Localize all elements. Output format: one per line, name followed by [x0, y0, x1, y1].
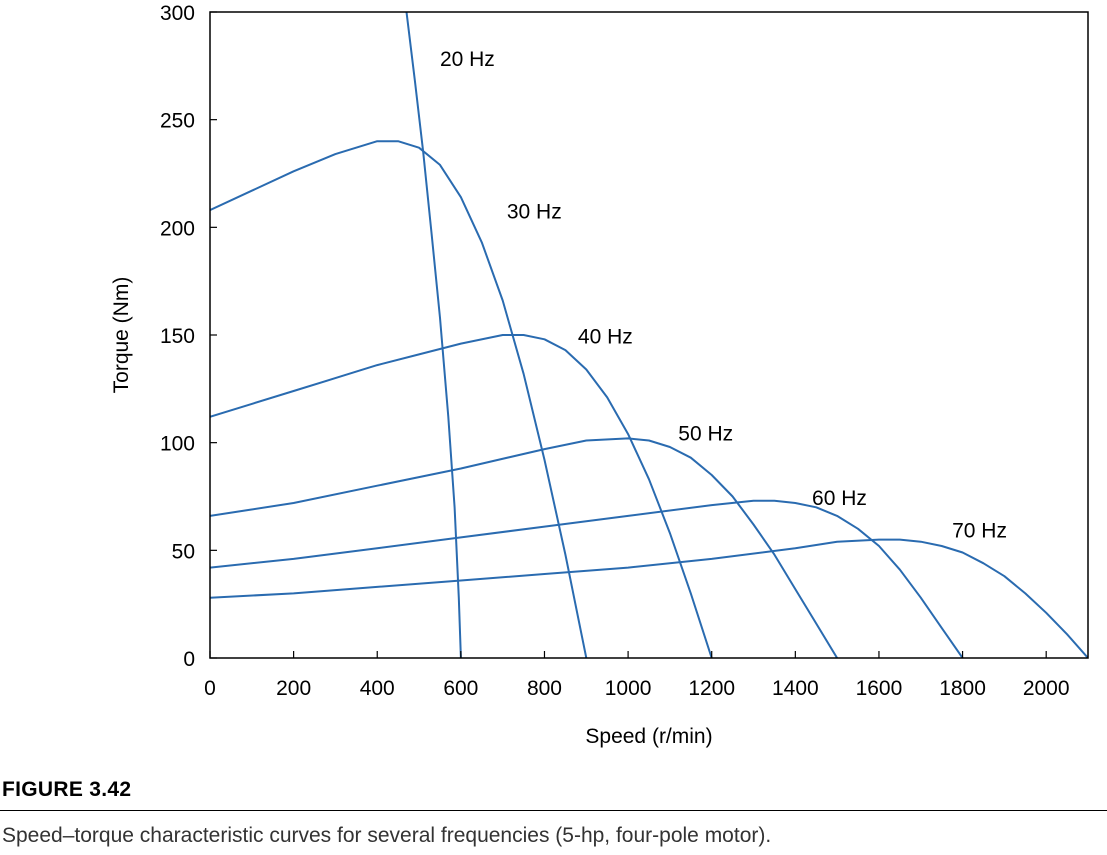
series-line-20-hz [405, 12, 462, 658]
curve-label: 30 Hz [507, 201, 562, 224]
x-tick-label: 0 [204, 677, 216, 700]
y-axis-title: Torque (Nm) [110, 277, 133, 394]
x-tick-label: 2000 [1023, 677, 1070, 700]
speed-torque-chart: 20 Hz 30 Hz 40 Hz 50 Hz 60 Hz 70 Hz 0 200 400 60… [110, 2, 1089, 748]
x-tick-label: 1200 [688, 677, 735, 700]
y-tick-label: 250 [160, 110, 195, 133]
curve-label: 40 Hz [578, 326, 633, 349]
caption-divider [0, 810, 1107, 811]
x-tick-label: 1400 [772, 677, 819, 700]
y-tick-label: 200 [160, 217, 195, 240]
series-line-60-hz [210, 499, 964, 658]
x-axis-title: Speed (r/min) [585, 725, 712, 748]
y-tick-label: 50 [172, 540, 195, 563]
curve-label: 70 Hz [952, 519, 1007, 542]
curve-label: 60 Hz [812, 487, 867, 510]
x-tick-label: 1800 [939, 677, 986, 700]
x-tick-label: 1600 [856, 677, 903, 700]
y-tick-label: 300 [160, 2, 195, 25]
curve-label: 20 Hz [440, 48, 495, 71]
series-line-40-hz [210, 334, 713, 658]
x-tick-label: 600 [443, 677, 478, 700]
series-line-70-hz [210, 538, 1088, 658]
series-line-50-hz [210, 437, 838, 658]
figure-caption-block: FIGURE 3.42 Speed–torque characteristic … [0, 778, 1107, 848]
figure-caption: Speed–torque characteristic curves for s… [2, 824, 772, 847]
y-tick-label: 0 [183, 648, 195, 671]
plot-frame [209, 11, 1089, 659]
y-tick-label: 150 [160, 325, 195, 348]
x-tick-label: 800 [527, 677, 562, 700]
x-tick-label: 1000 [605, 677, 652, 700]
y-tick-label: 100 [160, 433, 195, 456]
series-line-30-hz [210, 140, 588, 658]
curve-label: 50 Hz [678, 423, 733, 446]
figure-number: FIGURE 3.42 [2, 778, 132, 801]
x-tick-label: 200 [276, 677, 311, 700]
x-tick-label: 400 [360, 677, 395, 700]
